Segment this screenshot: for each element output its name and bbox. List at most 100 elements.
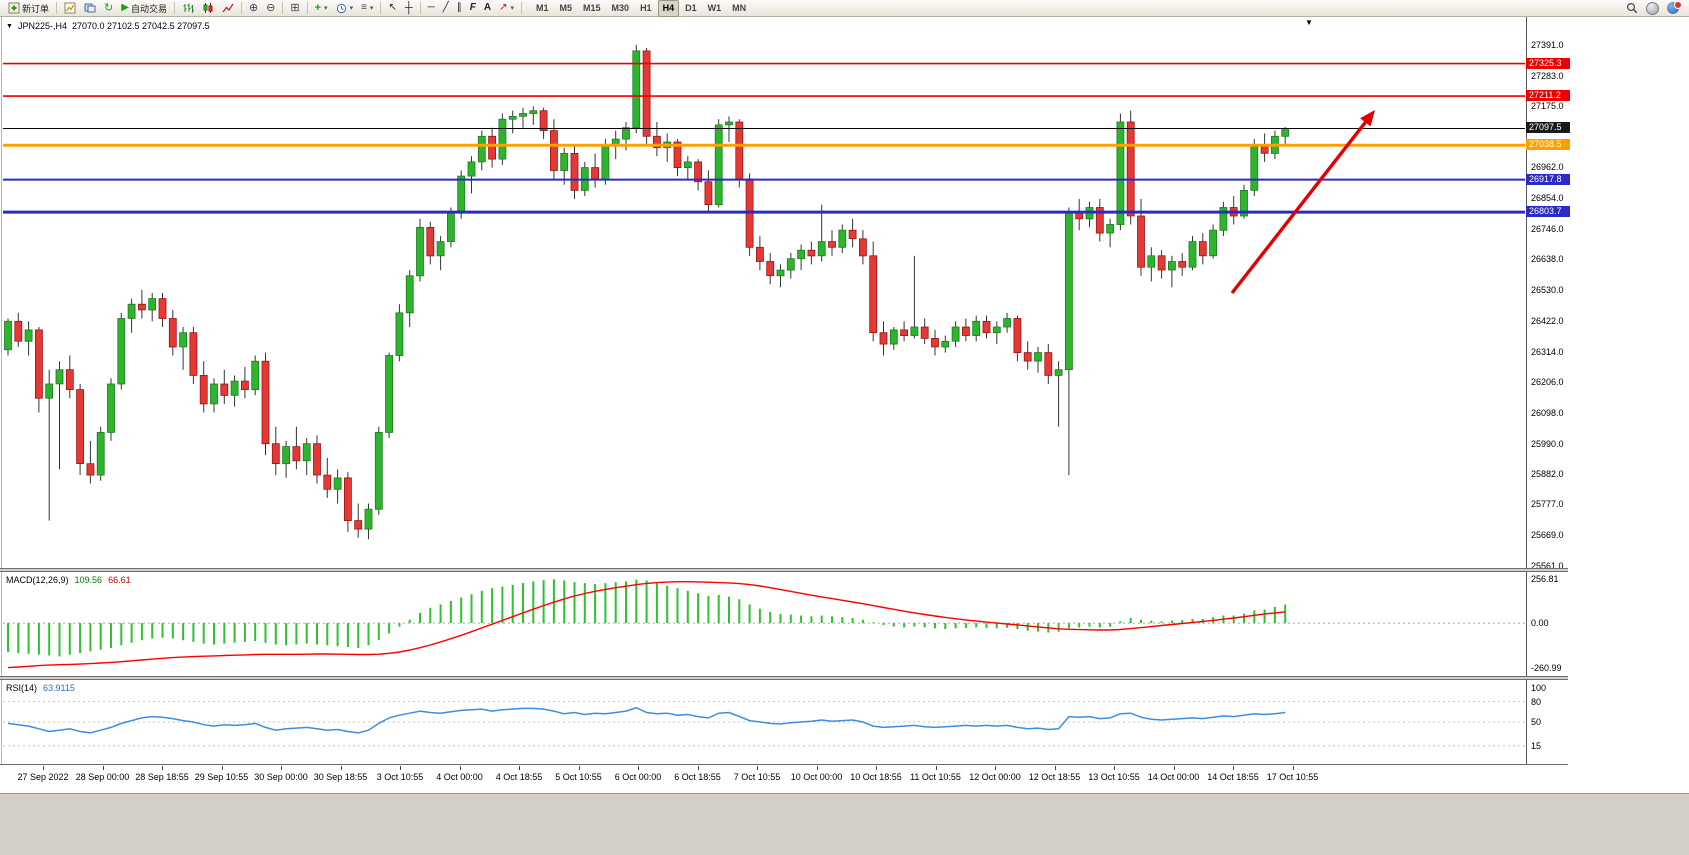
panel-splitter[interactable] <box>0 676 1568 680</box>
time-tick <box>697 766 699 770</box>
quotes-button[interactable] <box>1642 0 1663 17</box>
zoom-in-button[interactable]: ⊕ <box>245 0 262 17</box>
candlestick-mode-button[interactable] <box>198 0 218 17</box>
candle <box>1065 212 1073 371</box>
timeframe-button-h4[interactable]: H4 <box>657 0 680 17</box>
candle <box>96 431 105 476</box>
line-chart-mode-button[interactable] <box>218 0 238 17</box>
charts-icon <box>64 2 76 14</box>
price-axis-label: 25990.0 <box>1531 438 1564 449</box>
timeframe-button-m1[interactable]: M1 <box>536 3 549 13</box>
candle <box>179 332 188 348</box>
text-tool-button[interactable]: A <box>480 0 495 17</box>
timeframe-button-mn[interactable]: MN <box>732 3 747 13</box>
candle <box>189 332 198 376</box>
candle <box>951 326 960 342</box>
candle <box>766 261 775 277</box>
candle <box>859 238 867 257</box>
candle <box>941 340 950 348</box>
time-axis-label: 11 Oct 10:55 <box>910 772 961 782</box>
profiles-icon <box>84 3 96 13</box>
panel-splitter[interactable] <box>0 568 1568 572</box>
community-button[interactable] <box>1663 0 1683 17</box>
profiles-button[interactable] <box>80 0 100 17</box>
candle <box>65 369 74 391</box>
candle <box>1095 207 1104 234</box>
tile-windows-button[interactable]: ⊞ <box>286 0 303 17</box>
candle <box>416 226 424 277</box>
horizontal-line-tool-button[interactable]: ─ <box>424 0 439 17</box>
timeframe-button-d1[interactable]: D1 <box>685 3 697 13</box>
objects-list-button[interactable]: ≡ ▾ <box>357 0 377 17</box>
price-axis-label: 26530.0 <box>1531 285 1564 295</box>
trendline-tool-button[interactable]: ╱ <box>439 0 453 17</box>
candle <box>199 374 208 405</box>
fibonacci-tool-button[interactable]: F <box>466 0 480 17</box>
add-indicator-button[interactable]: + ▾ <box>311 0 332 17</box>
cursor-icon: ↖ <box>388 2 397 13</box>
rsi-axis[interactable]: 100 80 50 15 <box>1528 680 1590 764</box>
toolbar-separator <box>380 2 382 14</box>
time-axis[interactable]: 27 Sep 2022 28 Sep 00:00 28 Sep 18:55 29 Se… <box>3 765 1568 793</box>
trend-arrow-line <box>1230 115 1372 295</box>
candle <box>1034 352 1042 362</box>
charts-button[interactable] <box>60 0 80 17</box>
macd-panel[interactable] <box>3 572 1525 676</box>
candle <box>879 332 888 345</box>
period-clock-button[interactable]: ▾ <box>332 0 358 17</box>
time-tick <box>757 766 758 770</box>
candle <box>4 320 12 351</box>
search-button[interactable] <box>1622 0 1642 17</box>
autotrading-button[interactable]: ▶ 自动交易 <box>117 0 171 17</box>
macd-signal-line <box>7 580 1286 669</box>
macd-axis[interactable]: 256.81 0.00 -260.99 <box>1528 572 1590 676</box>
candle <box>972 320 981 336</box>
crosshair-tool-button[interactable]: ┼ <box>401 0 417 17</box>
price-chart[interactable] <box>3 17 1525 569</box>
timeframe-button-w1[interactable]: W1 <box>707 3 722 13</box>
dropdown-caret-icon: ▾ <box>324 5 328 12</box>
price-axis-border <box>1526 17 1527 765</box>
time-tick <box>638 766 639 770</box>
new-order-button[interactable]: 新订单 <box>4 0 53 17</box>
bar-chart-mode-button[interactable] <box>178 0 198 17</box>
one-click-trading-arrow[interactable]: ▼ <box>6 22 13 30</box>
cursor-tool-button[interactable]: ↖ <box>384 0 400 17</box>
timeframe-button-m30[interactable]: M30 <box>611 3 630 13</box>
candle <box>323 474 332 490</box>
candle <box>467 161 476 177</box>
rsi-panel[interactable] <box>3 680 1525 764</box>
arrows-tool-button[interactable]: ↗ ▾ <box>495 0 518 17</box>
candle <box>1281 128 1290 137</box>
refresh-button[interactable]: ↻ <box>100 0 117 17</box>
timeframe-toolbar: M1 M5 M15 M30 H1 H4 D1 W1 MN <box>531 0 751 17</box>
channel-tool-button[interactable]: ∥ <box>453 0 466 17</box>
timeframe-button-m15[interactable]: M15 <box>583 3 601 13</box>
candle <box>168 318 177 348</box>
window-background <box>0 793 1689 855</box>
candle <box>446 212 455 243</box>
zoom-out-button[interactable]: ⊖ <box>262 0 279 17</box>
candle <box>477 135 486 163</box>
toolbar-separator <box>419 2 421 14</box>
trendline-icon: ╱ <box>442 2 449 13</box>
rsi-axis-label: 50 <box>1531 717 1542 727</box>
candle <box>889 329 898 345</box>
timeframe-button-m5[interactable]: M5 <box>559 3 573 13</box>
candle <box>962 326 970 336</box>
candle <box>1178 261 1187 268</box>
chart-shift-marker[interactable]: ▼ <box>1305 18 1313 27</box>
candle <box>1023 352 1032 362</box>
time-axis-label: 12 Oct 18:55 <box>1028 772 1081 782</box>
candle <box>271 443 280 465</box>
price-axis-label: 26854.0 <box>1531 192 1564 203</box>
time-axis-label: 6 Oct 00:00 <box>614 772 662 782</box>
candle <box>86 463 95 476</box>
time-axis-label: 13 Oct 10:55 <box>1088 772 1140 782</box>
notification-dot <box>1674 0 1682 9</box>
price-axis[interactable]: 27391.0 27283.0 27175.0 26962.0 26854.0 26746… <box>1526 17 1590 571</box>
zoom-in-icon: ⊕ <box>248 1 259 14</box>
chart-title-symbol: JPN225-,H4 <box>17 21 67 31</box>
timeframe-button-h1[interactable]: H1 <box>640 3 652 13</box>
